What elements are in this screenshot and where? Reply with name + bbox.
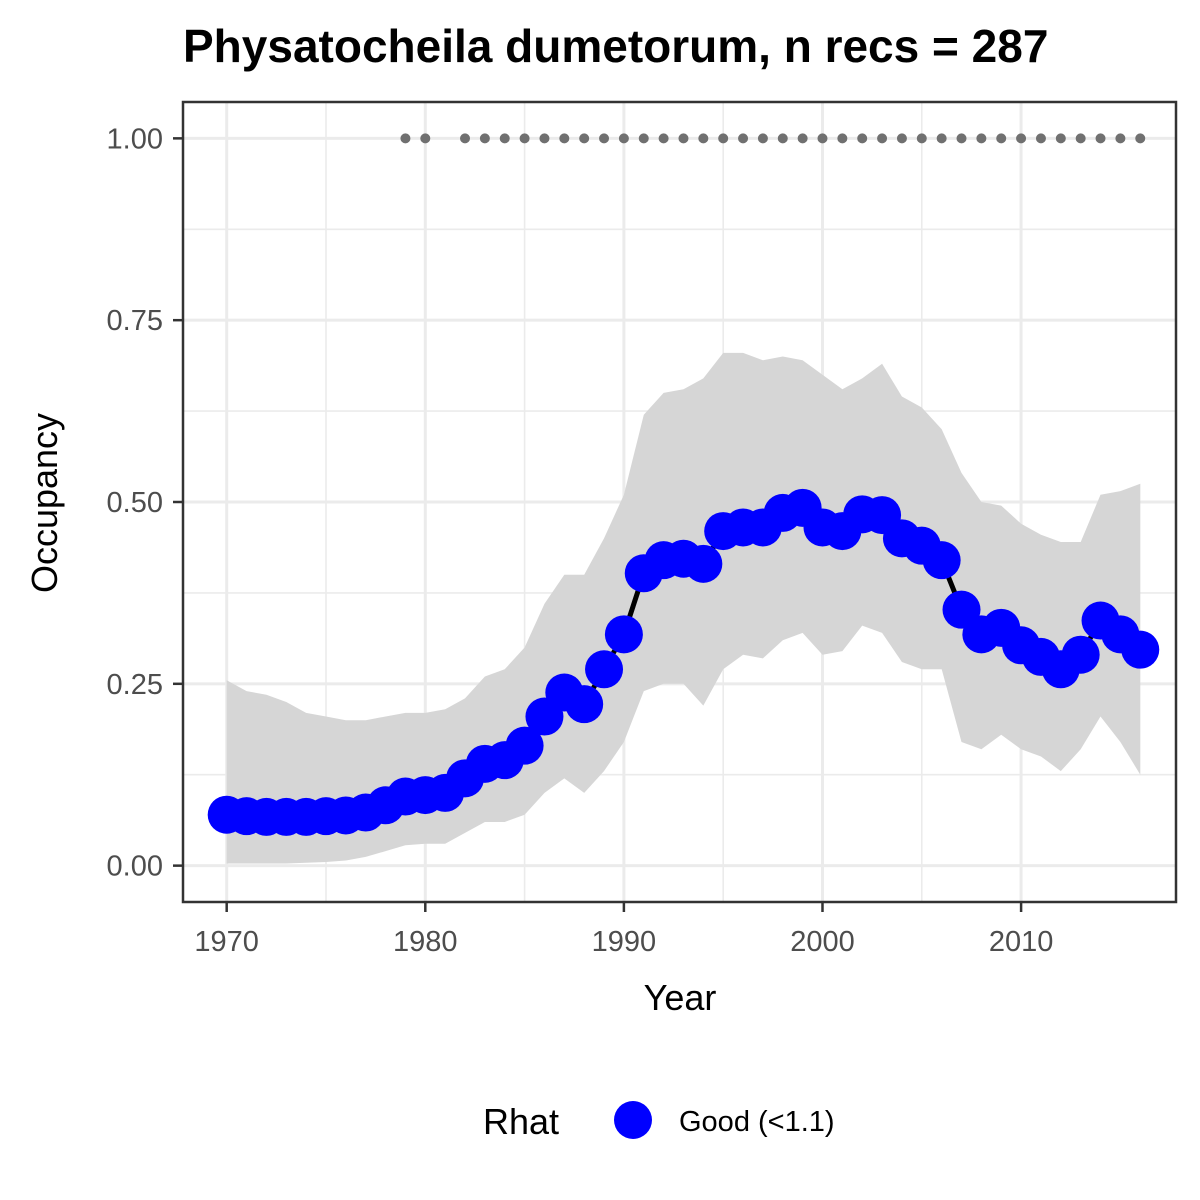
legend-label-good: Good (<1.1) [679, 1106, 835, 1138]
record-marker [519, 133, 530, 144]
record-marker [579, 133, 590, 144]
record-marker [479, 133, 490, 144]
x-tick-label: 1980 [393, 926, 458, 958]
y-tick-label: 0.75 [107, 305, 163, 337]
occupancy-point [684, 544, 723, 583]
x-tick-label: 1990 [592, 926, 657, 958]
record-marker [420, 133, 431, 144]
record-marker [599, 133, 610, 144]
record-marker [698, 133, 709, 144]
x-tick-label: 1970 [194, 926, 259, 958]
record-marker [936, 133, 947, 144]
y-axis-title: Occupancy [24, 413, 65, 593]
record-marker [460, 133, 471, 144]
record-marker [678, 133, 689, 144]
record-marker [1055, 133, 1066, 144]
record-marker [777, 133, 788, 144]
occupancy-point [1121, 630, 1160, 669]
credible-interval-ribbon [226, 352, 1141, 864]
chart-title: Physatocheila dumetorum, n recs = 287 [183, 20, 1048, 72]
y-tick-label: 0.50 [107, 487, 163, 519]
record-marker [976, 133, 987, 144]
record-marker [996, 133, 1007, 144]
record-marker [400, 133, 411, 144]
occupancy-point [505, 726, 544, 765]
y-tick-label: 0.00 [107, 851, 163, 883]
record-marker [877, 133, 888, 144]
legend: Rhat Good (<1.1) [483, 1101, 835, 1142]
record-marker [499, 133, 510, 144]
record-marker [916, 133, 927, 144]
record-marker [539, 133, 550, 144]
y-tick-label: 1.00 [107, 123, 163, 155]
record-marker [757, 133, 768, 144]
record-marker [837, 133, 848, 144]
record-marker [559, 133, 570, 144]
occupancy-point [1061, 635, 1100, 674]
y-tick-label: 0.25 [107, 669, 163, 701]
record-marker [857, 133, 868, 144]
occupancy-point [585, 650, 624, 689]
record-marker [738, 133, 749, 144]
record-marker [1095, 133, 1106, 144]
record-marker [1115, 133, 1126, 144]
record-marker [1035, 133, 1046, 144]
record-marker [1135, 133, 1146, 144]
x-tick-label: 2000 [790, 926, 855, 958]
record-marker [658, 133, 669, 144]
record-marker [896, 133, 907, 144]
legend-title: Rhat [483, 1101, 559, 1142]
record-marker [718, 133, 729, 144]
plot-panel [181, 100, 1178, 904]
record-marker [1075, 133, 1086, 144]
x-axis-title: Year [644, 977, 717, 1018]
record-marker [638, 133, 649, 144]
record-marker [797, 133, 808, 144]
record-marker [1016, 133, 1027, 144]
x-tick-label: 2010 [989, 926, 1054, 958]
occupancy-point [922, 541, 961, 580]
record-marker [817, 133, 828, 144]
record-marker [618, 133, 629, 144]
occupancy-point [565, 685, 604, 724]
record-marker [956, 133, 967, 144]
legend-key-good [614, 1101, 652, 1139]
occupancy-point [604, 615, 643, 654]
